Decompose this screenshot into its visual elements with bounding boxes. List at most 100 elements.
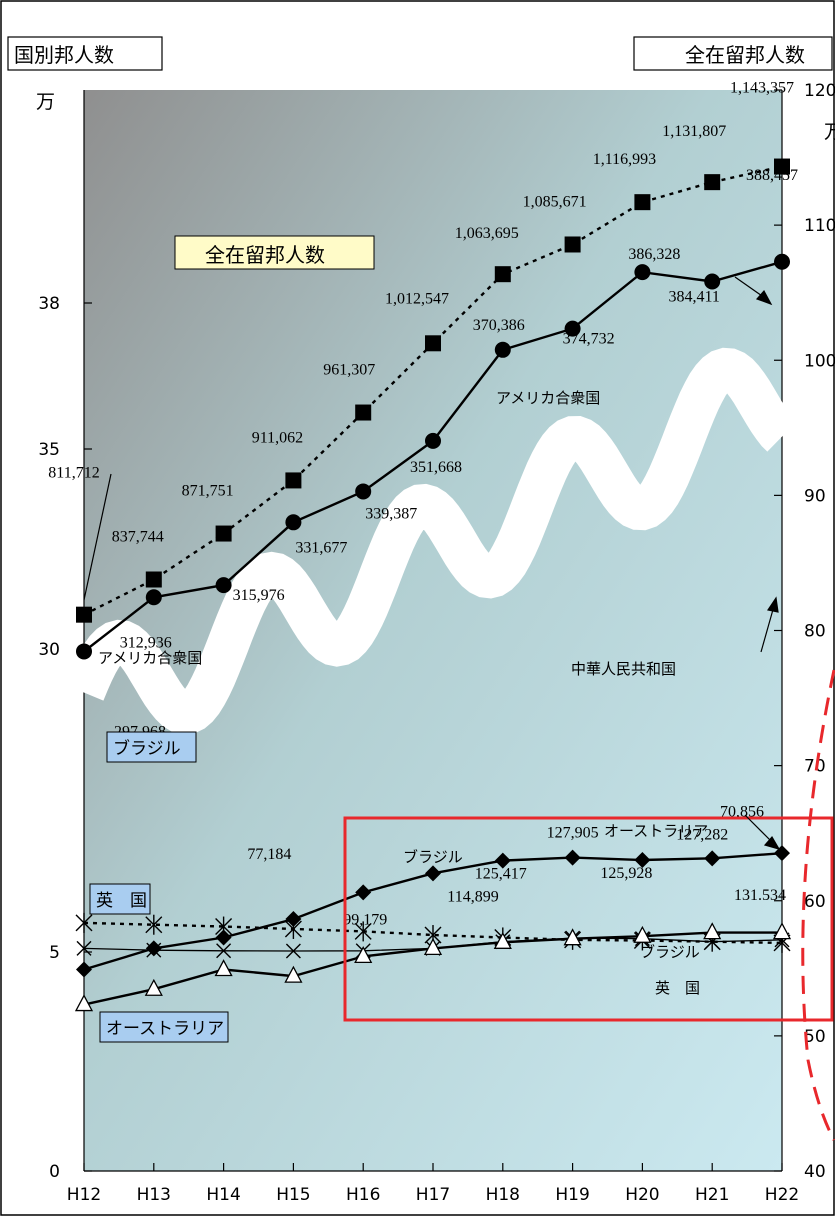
brazil-legend-label: ブラジル [113, 738, 181, 759]
point-uk [146, 942, 162, 958]
data-label-total: 911,062 [252, 429, 303, 446]
data-label-usa: 386,328 [628, 246, 680, 263]
point-total [704, 174, 721, 191]
x-tick-label: H15 [276, 1185, 310, 1205]
data-label-china: 99,179 [343, 911, 387, 928]
data-label-total: 1,063,695 [455, 225, 519, 242]
point-brazil [215, 916, 233, 937]
point-china [494, 852, 511, 869]
left-tick-label: 0 [49, 1162, 60, 1182]
point-china [145, 940, 162, 957]
series-total [76, 158, 790, 623]
right-tick-label: 110 [804, 216, 835, 236]
usa-label-left: アメリカ合衆国 [98, 649, 202, 667]
point-china [704, 850, 721, 867]
point-total [774, 158, 790, 175]
right-tick-label: 70 [804, 757, 826, 777]
left-tick-label: 38 [38, 294, 60, 314]
x-tick-label: H17 [416, 1185, 450, 1205]
point-usa [355, 483, 372, 500]
data-label-china: 125,417 [475, 866, 527, 883]
point-total [76, 606, 92, 623]
x-tick-label: H22 [765, 1185, 799, 1205]
data-label-china: 131.534 [734, 887, 786, 904]
point-total [564, 236, 581, 253]
china-label: 中華人民共和国 [571, 660, 676, 678]
right-unit: 万 [824, 121, 835, 143]
point-usa [704, 273, 721, 290]
point-china [634, 851, 651, 868]
right-tick-label: 120 [804, 81, 835, 101]
left-tick-label: 35 [38, 440, 60, 460]
data-label-china: 127,905 [547, 825, 599, 842]
x-tick-label: H21 [695, 1185, 729, 1205]
uk-legend-label: 英 国 [96, 891, 147, 911]
point-china [76, 961, 92, 978]
data-label-china: 114,899 [447, 888, 498, 905]
data-label-china: 125,928 [600, 865, 652, 882]
point-total [634, 194, 651, 211]
highlight-box [343, 816, 834, 1022]
aus-label-mid: オーストラリア [604, 822, 708, 840]
left-tick-label: 30 [38, 640, 60, 660]
point-china [355, 884, 372, 901]
x-tick-label: H14 [206, 1185, 240, 1205]
x-tick-label: H16 [346, 1185, 380, 1205]
point-uk [76, 940, 92, 956]
left-title: 国別邦人数 [14, 43, 114, 67]
point-total [145, 571, 162, 588]
point-china [564, 849, 581, 866]
point-aus [284, 965, 303, 983]
left-tick-label: 5 [49, 943, 60, 963]
data-label-total: 1,131,807 [662, 123, 726, 140]
usa-label-mid: アメリカ合衆国 [496, 389, 600, 407]
point-usa [285, 514, 302, 531]
right-tick-label: 90 [804, 486, 826, 506]
point-usa [76, 643, 92, 660]
right-title-box [633, 36, 833, 71]
brazil-label-right: ブラジル [640, 943, 700, 961]
point-total [494, 266, 511, 283]
data-label-usa: 339,387 [365, 505, 417, 522]
point-brazil [145, 914, 163, 935]
point-brazil [284, 918, 302, 939]
point-total [285, 472, 302, 489]
point-aus [493, 931, 512, 949]
plot-area [84, 90, 782, 1171]
left-title-box [7, 36, 163, 71]
left-unit: 万 [36, 91, 55, 113]
right-tick-label: 40 [804, 1162, 826, 1182]
brazil-legend-box [106, 731, 197, 763]
data-label-total: 1,116,993 [593, 151, 656, 168]
axis-break-wave [64, 347, 797, 735]
point-total [215, 525, 232, 542]
point-china [215, 929, 232, 946]
data-label-aus: 70,856 [720, 804, 764, 821]
right-tick-label: 100 [804, 351, 835, 371]
leader-lines [83, 276, 781, 850]
uk-legend-box [89, 883, 151, 915]
point-aus [74, 994, 94, 1012]
point-aus [703, 922, 722, 940]
data-label-total: 837,744 [112, 528, 164, 545]
point-usa [564, 320, 581, 337]
series-china [76, 845, 790, 978]
series-usa [76, 253, 790, 660]
total-box-label: 全在留邦人数 [205, 243, 325, 267]
data-label-china: 77,184 [247, 846, 291, 863]
total-box [174, 235, 375, 270]
point-brazil [75, 912, 93, 933]
point-brazil [354, 921, 372, 942]
point-aus [423, 937, 443, 956]
brazil-label-mid: ブラジル [403, 848, 463, 866]
data-label-total: 1,012,547 [385, 290, 449, 307]
data-label-usa: 388,457 [746, 167, 798, 184]
data-label-china: 127,282 [676, 826, 728, 843]
aus-legend-label: オーストラリア [106, 1019, 224, 1039]
point-aus [214, 959, 233, 977]
series-aus [74, 922, 792, 1012]
data-label-usa: 312,936 [120, 634, 172, 651]
x-tick-label: H13 [137, 1185, 171, 1205]
data-label-total: 961,307 [323, 362, 375, 379]
